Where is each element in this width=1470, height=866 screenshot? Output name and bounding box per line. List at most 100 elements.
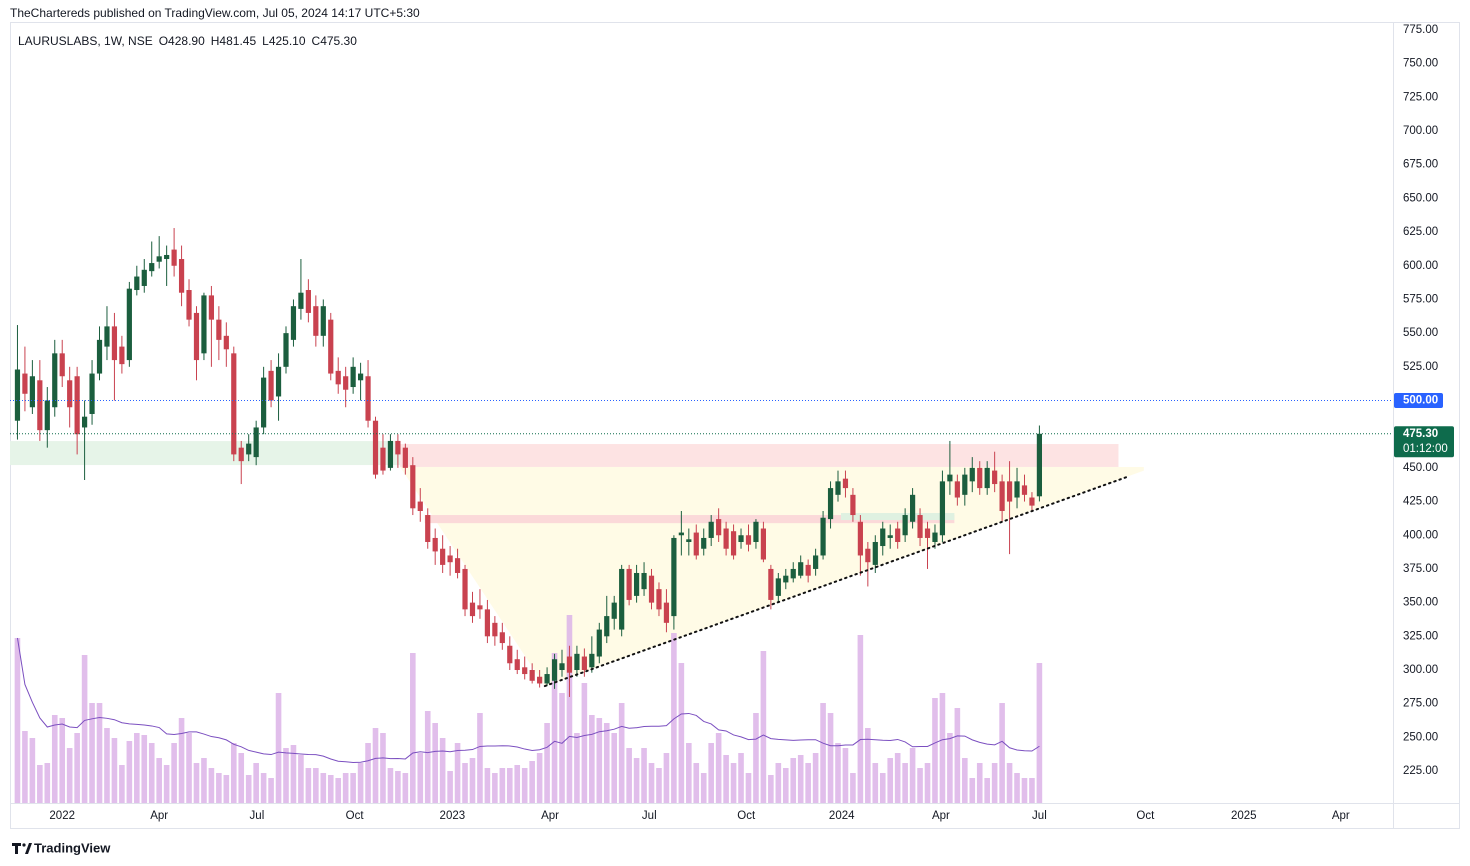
candle-body bbox=[514, 659, 520, 671]
volume-bar bbox=[335, 778, 342, 803]
candle-body bbox=[328, 319, 334, 374]
candle-body bbox=[827, 488, 834, 520]
volume-bar bbox=[768, 775, 774, 803]
y-tick-label: 375.00 bbox=[1403, 563, 1438, 575]
volume-bar bbox=[1014, 773, 1020, 803]
volume-bar bbox=[797, 755, 804, 803]
x-tick-label: Apr bbox=[932, 810, 950, 822]
volume-bar bbox=[74, 733, 80, 803]
volume-bar bbox=[753, 713, 759, 803]
volume-bar bbox=[723, 755, 729, 803]
y-tick-label: 275.00 bbox=[1403, 698, 1438, 710]
volume-bar bbox=[611, 733, 618, 803]
candle-body bbox=[298, 292, 304, 309]
y-tick-label: 600.00 bbox=[1403, 260, 1438, 272]
volume-bar bbox=[119, 765, 125, 803]
volume-bar bbox=[984, 778, 990, 803]
volume-bar bbox=[201, 758, 207, 803]
candle-body bbox=[596, 629, 602, 657]
candle-body bbox=[320, 306, 326, 336]
candle-body bbox=[119, 346, 125, 365]
volume-bar bbox=[230, 743, 237, 803]
volume-bar bbox=[96, 703, 103, 803]
volume-bar bbox=[999, 703, 1005, 803]
x-tick-label: 2025 bbox=[1231, 810, 1257, 822]
candle-body bbox=[626, 568, 632, 600]
volume-bar bbox=[589, 715, 595, 803]
candle-body bbox=[611, 602, 617, 619]
candle-body bbox=[895, 528, 901, 542]
price-tag bbox=[1394, 426, 1454, 458]
y-tick-label: 400.00 bbox=[1403, 529, 1438, 541]
candle-body bbox=[201, 295, 207, 354]
volume-bar bbox=[708, 743, 714, 803]
candle-body bbox=[238, 447, 244, 462]
candle-body bbox=[730, 531, 737, 556]
volume-bar bbox=[641, 748, 647, 803]
volume-bar bbox=[275, 693, 282, 803]
candle-body bbox=[104, 326, 110, 347]
candle-body bbox=[126, 288, 132, 361]
candle-body bbox=[365, 376, 371, 421]
volume-bar bbox=[812, 753, 819, 803]
volume-ma bbox=[16, 637, 1040, 764]
candle-body bbox=[544, 674, 550, 684]
y-tick-label: 775.00 bbox=[1403, 24, 1438, 36]
volume-bar bbox=[178, 718, 185, 803]
volume-bar bbox=[559, 693, 565, 803]
volume-bar bbox=[671, 633, 677, 803]
volume-bar bbox=[506, 768, 513, 803]
volume-bar bbox=[104, 728, 110, 803]
volume-bar bbox=[917, 768, 923, 803]
volume-bar bbox=[1029, 778, 1035, 803]
volume-bar bbox=[745, 773, 752, 803]
volume-bar bbox=[850, 773, 856, 803]
x-tick-label: Oct bbox=[346, 810, 365, 822]
candle-body bbox=[686, 539, 692, 542]
volume-bar bbox=[81, 655, 88, 803]
candle-body bbox=[1036, 433, 1043, 497]
volume-bar bbox=[402, 773, 409, 803]
candle-body bbox=[96, 339, 103, 374]
volume-bar bbox=[566, 615, 573, 803]
volume-bar bbox=[410, 653, 416, 803]
candle-body bbox=[783, 575, 789, 583]
price-tag-label: 475.30 bbox=[1403, 428, 1438, 440]
candle-body bbox=[887, 535, 893, 538]
volume-bar bbox=[387, 768, 394, 803]
logo-mark bbox=[12, 843, 21, 854]
candle-body bbox=[992, 470, 998, 485]
candle-body bbox=[156, 256, 162, 262]
candle-body bbox=[37, 380, 43, 431]
candle-body bbox=[186, 290, 192, 320]
candle-body bbox=[149, 263, 155, 272]
candle-body bbox=[760, 528, 767, 560]
x-tick-label: Jul bbox=[642, 810, 657, 822]
volume-bar bbox=[424, 711, 431, 803]
symbol: LAURUSLABS, 1W, NSE bbox=[18, 34, 153, 48]
volume-bar bbox=[44, 763, 51, 803]
x-tick-label: Jul bbox=[250, 810, 265, 822]
countdown: 01:12:00 bbox=[1403, 443, 1448, 455]
ohlc-value: L425.10 bbox=[262, 34, 306, 48]
candle-body bbox=[477, 605, 483, 610]
candle-body bbox=[410, 465, 416, 509]
volume-bar bbox=[633, 758, 640, 803]
volume-bar bbox=[193, 763, 200, 803]
candle-body bbox=[537, 676, 543, 684]
ohlc-value: O428.90 bbox=[159, 34, 205, 48]
candle-body bbox=[44, 400, 50, 431]
y-tick-label: 225.00 bbox=[1403, 765, 1438, 777]
volume-bar bbox=[581, 683, 588, 803]
volume-bar bbox=[730, 763, 737, 803]
volume-bar bbox=[693, 763, 700, 803]
candle-body bbox=[775, 578, 781, 596]
candle-body bbox=[417, 501, 423, 512]
candle-body bbox=[909, 494, 916, 522]
candle-body bbox=[216, 319, 222, 340]
candle-body bbox=[380, 447, 386, 471]
plot bbox=[10, 228, 1393, 803]
volume-bar bbox=[902, 763, 908, 803]
